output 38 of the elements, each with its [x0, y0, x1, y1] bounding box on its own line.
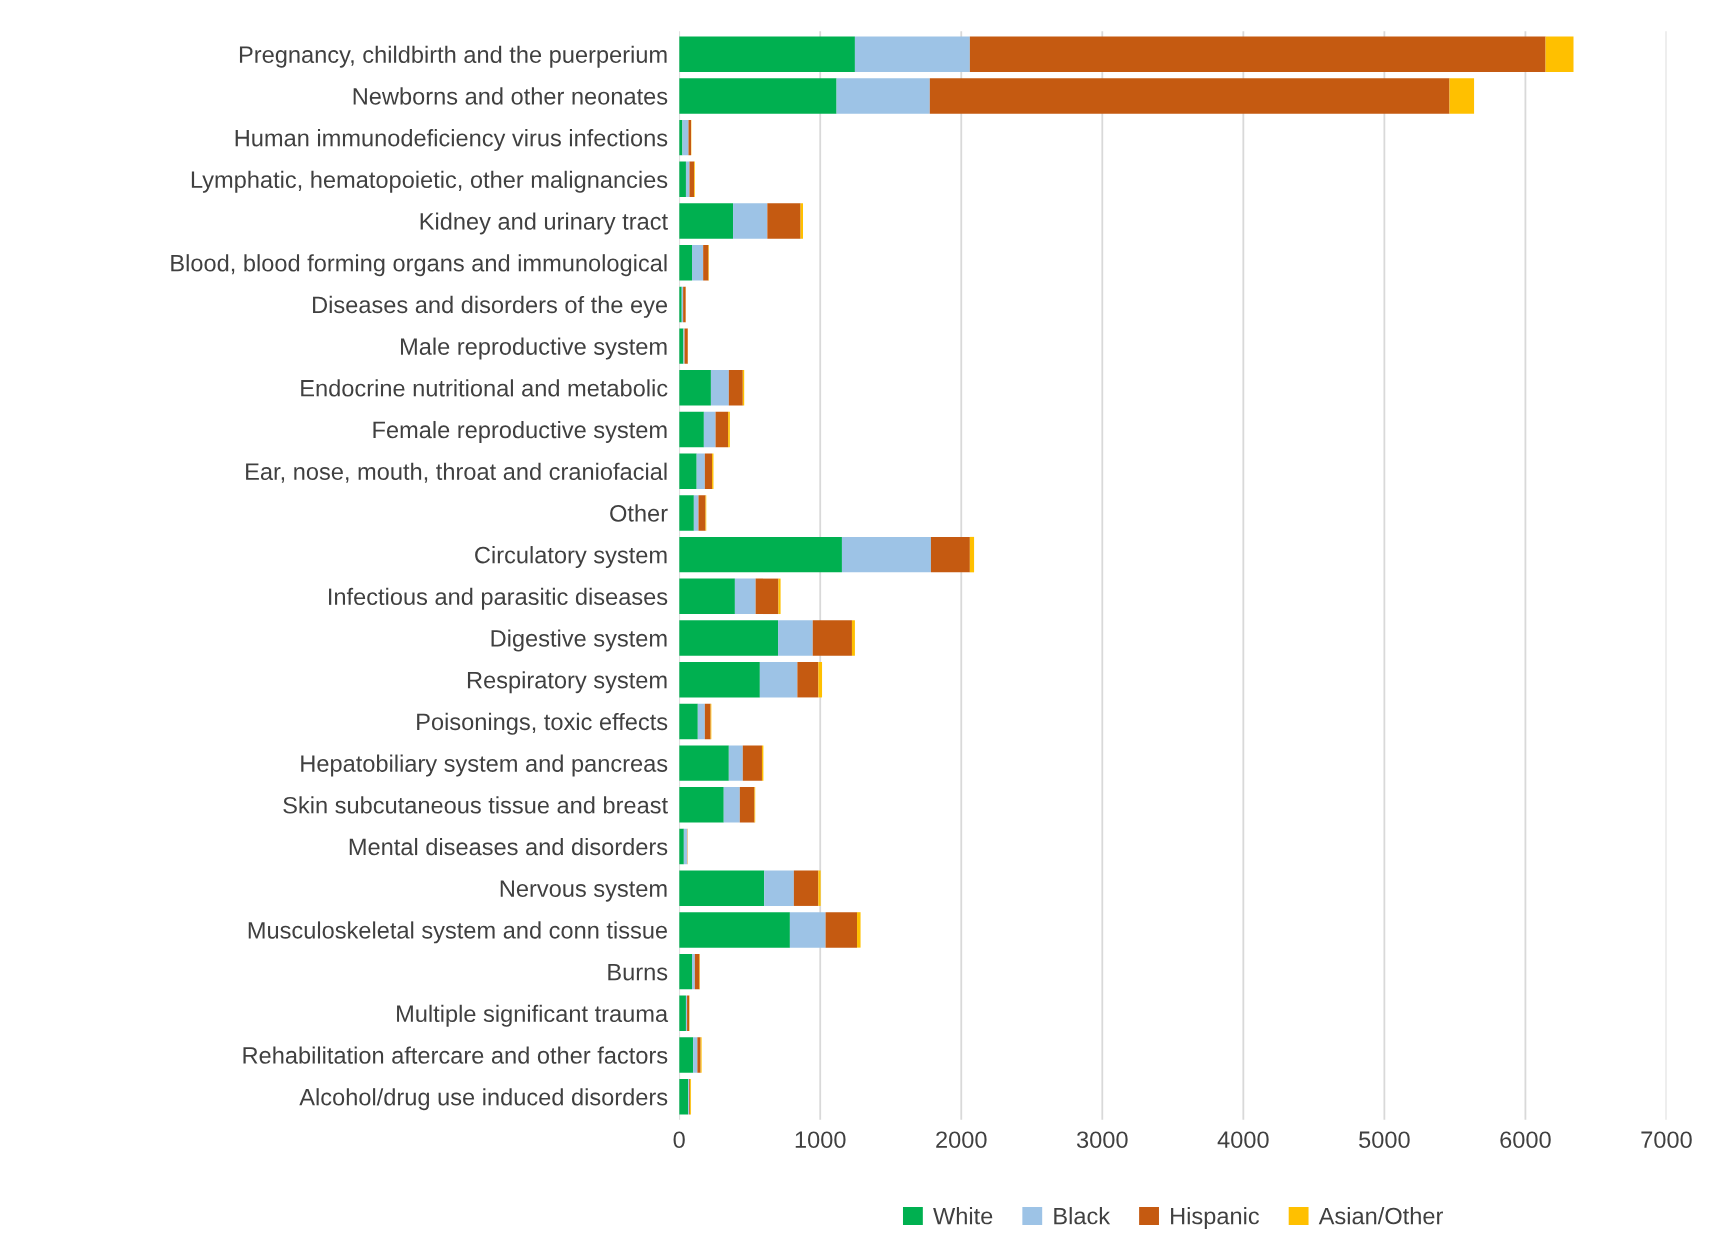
y-tick-label: Multiple significant trauma [397, 1004, 669, 1027]
y-tick-label: Poisonings, toxic effects [417, 712, 668, 735]
x-tick-label: 2000 [936, 1131, 987, 1149]
y-tick-label: Respiratory system [467, 671, 667, 694]
y-tick-label: Blood, blood forming organs and immunological [171, 254, 667, 277]
x-tick-label: 6000 [1500, 1131, 1551, 1149]
x-tick-label: 3000 [1076, 1131, 1128, 1149]
y-tick-label: Mental diseases and disorders [349, 837, 668, 856]
y-tick-label: Nervous system [500, 880, 667, 902]
y-tick-label: Lymphatic, hematopoietic, other malignancies [191, 170, 668, 193]
y-tick-label: Skin subcutaneous tissue and breast [283, 796, 668, 814]
y-tick-label: Alcohol/drug use induced disorders [299, 1088, 668, 1111]
y-tick-label: Newborns and other neonates [353, 87, 668, 105]
x-tick-label: 1000 [795, 1131, 846, 1149]
y-tick-label: Female reproductive system [373, 420, 667, 443]
y-tick-label: Human immunodeficiency virus infections [235, 129, 668, 152]
x-tick-label: 5000 [1359, 1131, 1410, 1149]
y-tick-label: Rehabilitation aftercare and other factors [243, 1046, 668, 1064]
y-tick-label: Musculoskeletal system and conn tissue [248, 921, 668, 944]
x-tick-label: 4000 [1217, 1131, 1269, 1149]
y-tick-label: Hepatobiliary system and pancreas [301, 754, 668, 777]
y-tick-label: Ear, nose, mouth, throat and craniofacial [246, 462, 667, 483]
x-tick-label: 7000 [1641, 1131, 1692, 1149]
y-tick-label: Kidney and urinary tract [420, 212, 668, 235]
y-tick-label: Pregnancy, childbirth and the puerperium [239, 45, 667, 68]
y-tick-label: Other [610, 504, 668, 522]
legend-label: Hispanic [1171, 1207, 1260, 1230]
y-tick-label: Burns [608, 963, 668, 981]
y-tick-label: Circulatory system [475, 546, 667, 569]
y-tick-label: Digestive system [491, 629, 667, 652]
legend-label: White [933, 1207, 993, 1225]
y-tick-label: Male reproductive system [401, 337, 667, 360]
y-tick-label: Endocrine nutritional and metabolic [301, 379, 668, 397]
x-tick-label: 0 [673, 1131, 685, 1149]
y-tick-label: Infectious and parasitic diseases [329, 587, 668, 610]
legend-label: Asian/Other [1318, 1207, 1443, 1225]
y-tick-label: Diseases and disorders of the eye [313, 295, 668, 318]
legend-label: Black [1054, 1207, 1111, 1225]
